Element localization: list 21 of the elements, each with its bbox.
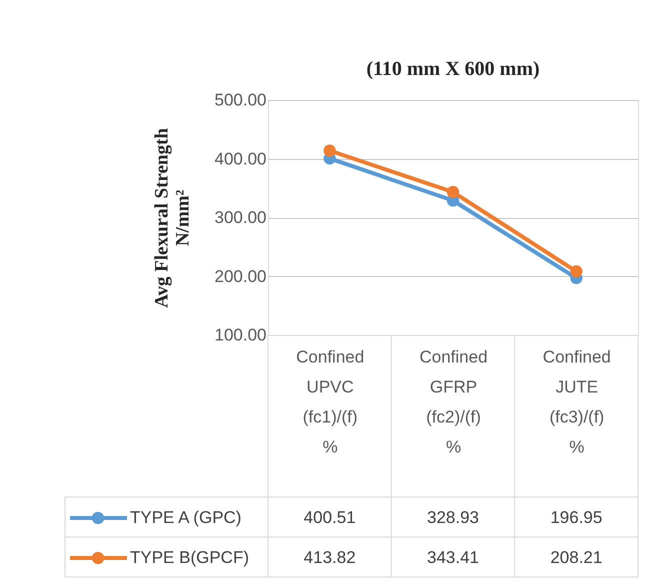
x-tick-label: Confined JUTE (fc3)/(f) % (542, 348, 611, 456)
chart-title: (110 mm X 600 mm) (366, 58, 540, 80)
legend-label: TYPE B(GPCF) (130, 548, 250, 567)
x-tick-label: Confined GFRP (fc2)/(f) % (419, 348, 488, 456)
y-tick-label: 300.00 (214, 208, 266, 227)
y-tick-label: 200.00 (214, 266, 266, 286)
point (446, 186, 460, 198)
data-label: 208.21 (550, 548, 602, 567)
legend-label: TYPE A (GPC) (130, 508, 242, 527)
data-label: 343.41 (427, 548, 479, 567)
data-label: 400.51 (304, 508, 356, 527)
data-label: 328.93 (427, 508, 479, 527)
point (570, 265, 582, 278)
y-tick-label: 500.00 (214, 90, 266, 110)
y-axis-title: Avg Flexural Strength N/mm² (152, 128, 194, 308)
x-tick-label: Confined UPVC (fc1)/(f) % (296, 348, 364, 456)
y-tick-label: 400.00 (214, 149, 266, 168)
y-tick-label: 100.00 (214, 326, 266, 344)
data-label: 413.82 (304, 548, 356, 567)
point (324, 144, 336, 157)
data-label: 196.95 (550, 508, 602, 527)
